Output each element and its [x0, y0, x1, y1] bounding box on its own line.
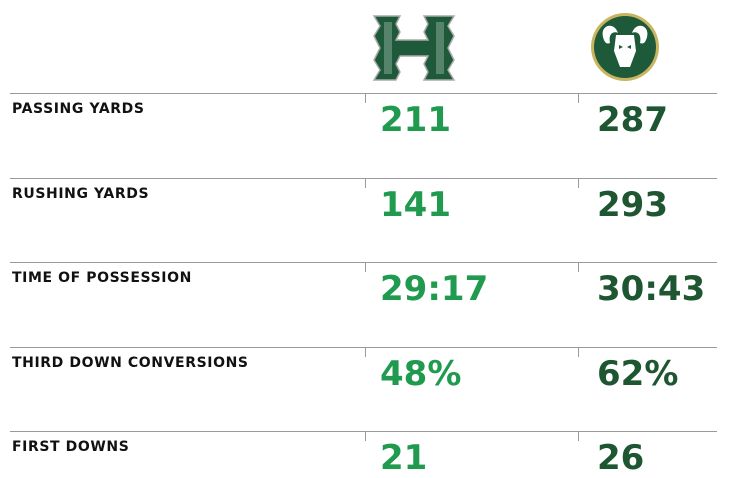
stat-value: 62%	[597, 353, 679, 394]
column-tick	[365, 431, 366, 441]
column-tick	[365, 262, 366, 272]
stat-value: 293	[597, 184, 668, 225]
row-divider	[10, 93, 717, 94]
team-logo-colorado-state	[591, 13, 659, 81]
stat-value: 29:17	[380, 269, 489, 309]
stat-label: PASSING YARDS	[12, 101, 145, 117]
row-divider	[10, 262, 717, 263]
column-tick	[365, 93, 366, 103]
stat-label: TIME OF POSSESSION	[12, 270, 192, 286]
stat-value: 21	[380, 438, 428, 478]
row-divider	[10, 431, 717, 432]
row-divider	[10, 346, 717, 348]
column-tick	[365, 346, 366, 357]
column-tick	[578, 262, 579, 272]
row-divider	[10, 177, 717, 179]
stat-value: 287	[597, 100, 668, 140]
stat-label: FIRST DOWNS	[12, 439, 130, 455]
stat-value: 30:43	[597, 269, 706, 309]
column-tick	[578, 346, 579, 357]
column-tick	[578, 431, 579, 441]
stat-value: 26	[597, 438, 645, 478]
stat-label: THIRD DOWN CONVERSIONS	[12, 354, 249, 371]
column-tick	[578, 93, 579, 103]
team-logo-hawaii	[372, 15, 456, 81]
column-tick	[578, 177, 579, 188]
stat-value: 211	[380, 100, 451, 140]
stat-value: 141	[380, 184, 451, 225]
stat-value: 48%	[380, 353, 462, 394]
stat-label: RUSHING YARDS	[12, 185, 150, 202]
column-tick	[365, 177, 366, 188]
